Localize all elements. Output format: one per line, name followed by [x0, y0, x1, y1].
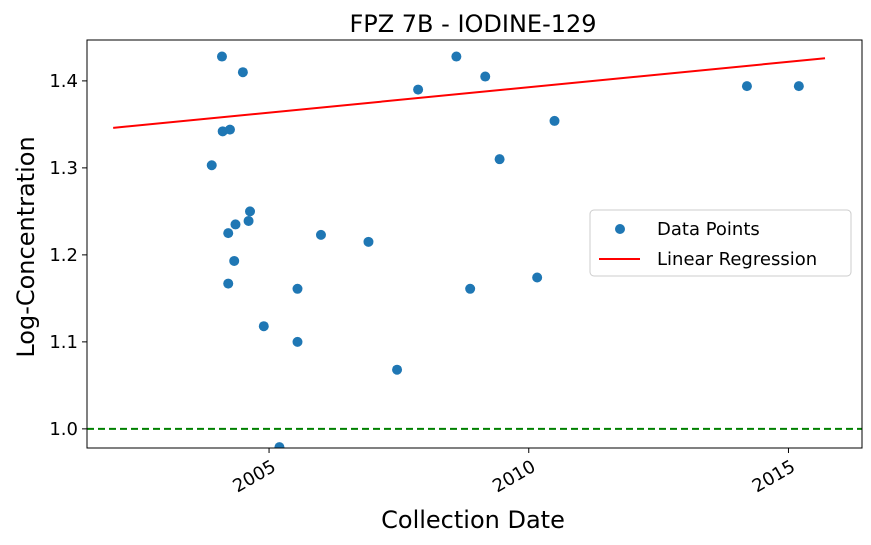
data-point [741, 81, 752, 92]
data-point [230, 219, 241, 230]
data-point [532, 272, 543, 283]
chart-title: FPZ 7B - IODINE-129 [349, 10, 596, 38]
legend-label-linear-regression: Linear Regression [657, 249, 817, 270]
y-tick-label: 1.3 [49, 158, 78, 179]
data-point [465, 283, 476, 294]
regression-line [113, 57, 826, 129]
y-tick-label: 1.0 [49, 419, 78, 440]
data-point [549, 115, 560, 126]
data-point [237, 67, 248, 78]
data-point [229, 255, 240, 266]
x-tick-label: 2015 [749, 456, 799, 497]
legend-marker-data-points [615, 224, 625, 234]
plot-area [87, 51, 862, 448]
x-axis-title: Collection Date [381, 506, 565, 534]
data-point [274, 442, 285, 448]
data-point [216, 51, 227, 62]
data-point [392, 364, 403, 375]
data-point [292, 336, 303, 347]
y-axis: 1.0 1.1 1.2 1.3 1.4 [49, 71, 87, 440]
data-point [223, 228, 234, 239]
data-point [224, 124, 235, 135]
x-axis: 2005 2010 2015 [229, 448, 799, 497]
data-point [494, 154, 505, 165]
axes-frame [86, 39, 863, 449]
data-point [206, 160, 217, 171]
data-point [793, 81, 804, 92]
data-point [244, 206, 255, 217]
legend: Data Points Linear Regression [589, 209, 852, 277]
y-tick-label: 1.1 [49, 332, 78, 353]
data-point [315, 229, 326, 240]
data-point [223, 278, 234, 289]
data-point [451, 51, 462, 62]
x-tick-label: 2010 [489, 456, 539, 497]
x-tick-label: 2005 [229, 456, 279, 497]
y-axis-title: Log-Concentration [12, 136, 40, 357]
data-point [480, 71, 491, 82]
data-point [243, 215, 254, 226]
y-tick-label: 1.4 [49, 71, 78, 92]
legend-box [589, 209, 852, 277]
plot-content [87, 51, 862, 448]
y-tick-label: 1.2 [49, 245, 78, 266]
data-point [292, 283, 303, 294]
data-point [413, 84, 424, 95]
data-point [258, 321, 269, 332]
data-point [363, 236, 374, 247]
legend-label-data-points: Data Points [657, 219, 760, 240]
